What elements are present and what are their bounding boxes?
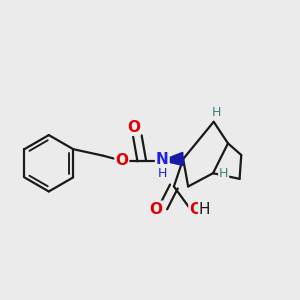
Text: O: O [127,120,140,135]
Polygon shape [162,152,184,166]
Text: H: H [199,202,211,217]
Text: O: O [115,153,128,168]
Text: O: O [189,202,202,217]
Text: O: O [149,202,163,217]
Text: H: H [212,106,221,119]
Text: N: N [156,152,169,167]
Text: H: H [219,167,228,180]
Text: H: H [158,167,167,180]
